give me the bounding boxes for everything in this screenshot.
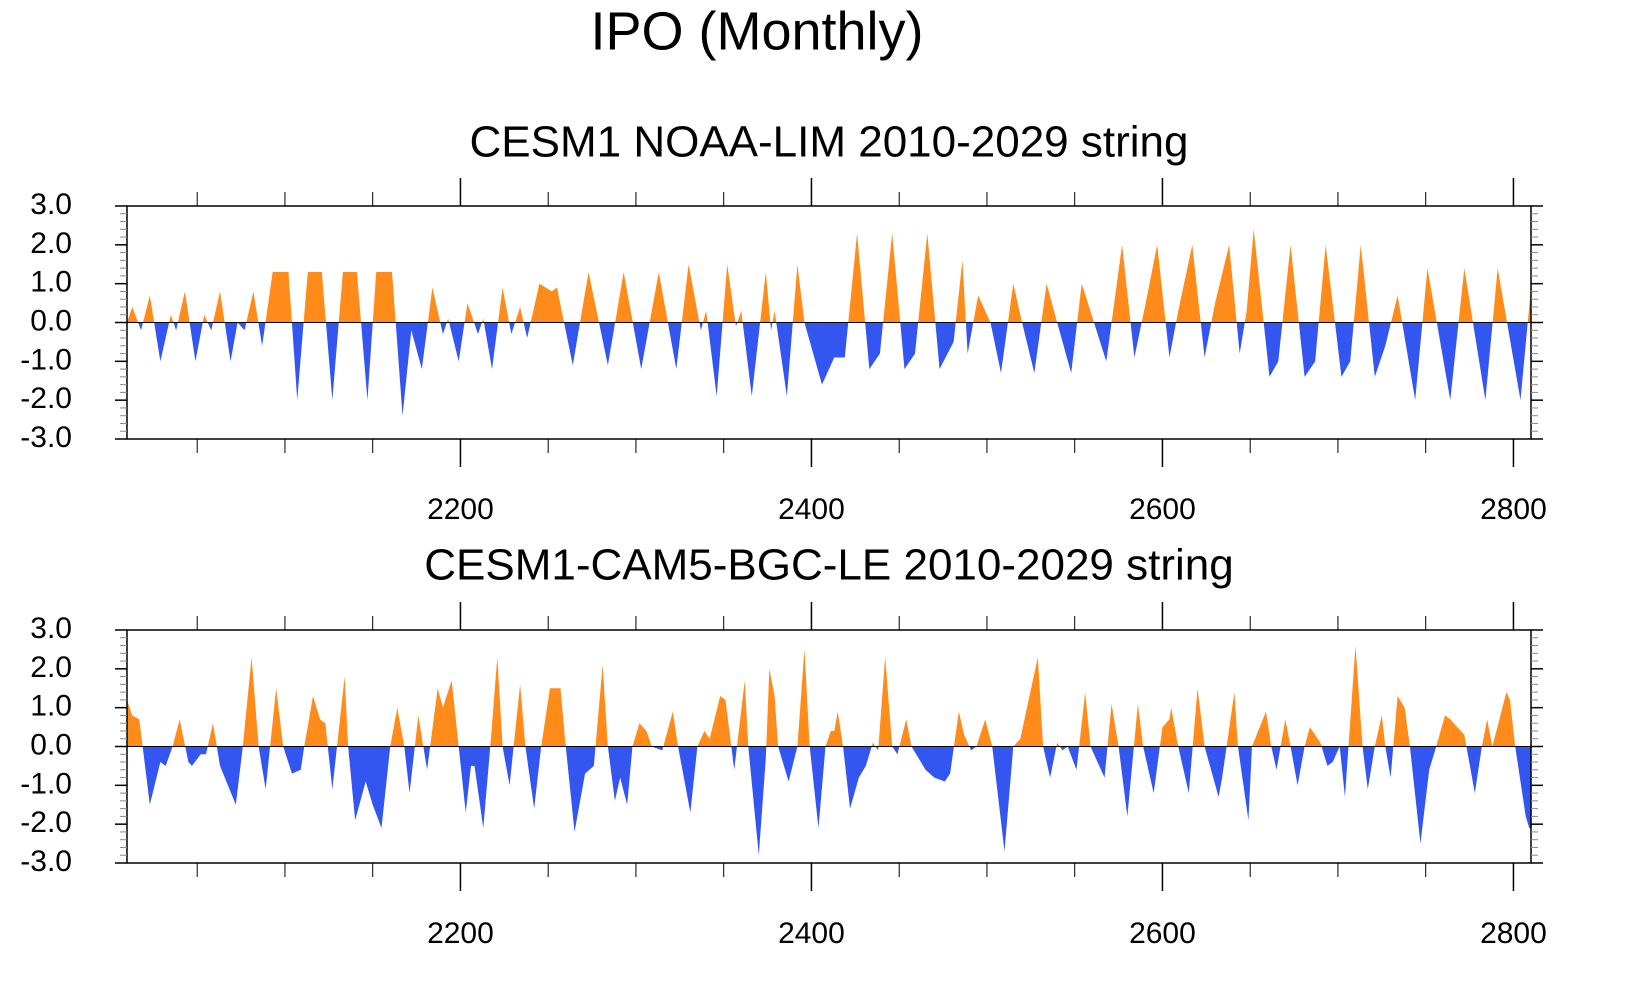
- x-tick-label: 2600: [1129, 493, 1196, 526]
- x-tick-label: 2800: [1480, 917, 1547, 950]
- area-positive: [127, 645, 1531, 747]
- x-tick-label: 2400: [778, 917, 845, 950]
- y-tick-label: 1.0: [30, 266, 72, 299]
- area-negative: [127, 322, 1531, 416]
- y-tick-label: 3.0: [30, 612, 72, 645]
- y-tick-label: 0.0: [30, 728, 72, 761]
- y-tick-label: -3.0: [20, 421, 72, 454]
- y-tick-label: -1.0: [20, 767, 72, 800]
- y-tick-label: -3.0: [20, 845, 72, 878]
- y-tick-label: 2.0: [30, 651, 72, 684]
- x-tick-label: 2400: [778, 493, 845, 526]
- x-tick-label: 2200: [427, 917, 494, 950]
- x-tick-label: 2800: [1480, 493, 1547, 526]
- chart-title: CESM1-CAM5-BGC-LE 2010-2029 string: [424, 541, 1233, 590]
- y-tick-label: 3.0: [30, 188, 72, 221]
- y-tick-label: 0.0: [30, 304, 72, 337]
- chart-title: CESM1 NOAA-LIM 2010-2029 string: [470, 118, 1189, 167]
- y-tick-label: -2.0: [20, 382, 72, 415]
- x-tick-label: 2200: [427, 493, 494, 526]
- y-tick-label: -2.0: [20, 806, 72, 839]
- y-tick-label: 1.0: [30, 690, 72, 723]
- y-tick-label: 2.0: [30, 227, 72, 260]
- area-negative: [127, 746, 1531, 856]
- x-tick-label: 2600: [1129, 917, 1196, 950]
- area-positive: [127, 229, 1531, 323]
- y-tick-label: -1.0: [20, 343, 72, 376]
- page-title: IPO (Monthly): [590, 1, 923, 61]
